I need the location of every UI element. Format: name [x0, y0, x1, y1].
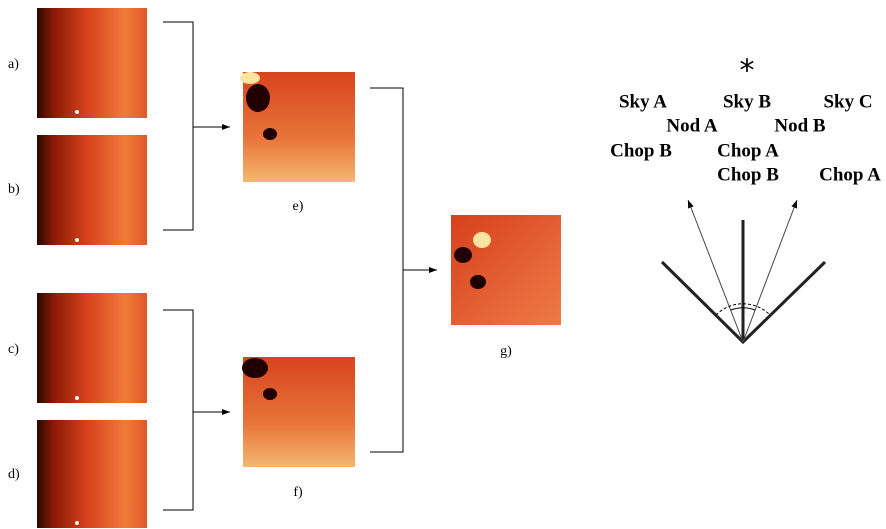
chop-label: Chop B	[610, 140, 672, 161]
dark-blob	[454, 247, 472, 263]
frame-a	[37, 8, 147, 118]
sky-label: Sky C	[823, 91, 872, 112]
body: a) b) c) d) e) f) g) * Sky A Sky B Sky C…	[0, 0, 886, 529]
star-symbol: *	[740, 54, 755, 89]
panel-label: b)	[8, 182, 20, 197]
dark-blob	[263, 388, 277, 400]
chop-label: Chop A	[717, 140, 779, 161]
dark-blob	[246, 84, 270, 112]
panel-label: f)	[293, 485, 303, 500]
star-spot	[75, 521, 79, 525]
panel-label: a)	[8, 57, 19, 72]
star-spot	[75, 396, 79, 400]
dark-blob	[242, 358, 268, 378]
dark-blob	[470, 275, 486, 289]
panel-label: d)	[8, 467, 20, 482]
diagram: a) b) c) d) e) f) g) * Sky A Sky B Sky C…	[0, 0, 886, 529]
bracket	[163, 310, 193, 510]
frame-d	[37, 420, 147, 528]
star-spot	[75, 110, 79, 114]
chop-label: Chop B	[717, 164, 779, 185]
bracket	[370, 88, 403, 452]
star-spot	[75, 238, 79, 242]
chop-beam	[688, 200, 743, 342]
panel-label: g)	[500, 344, 512, 359]
sky-label: Sky B	[723, 91, 771, 112]
dark-blob	[263, 128, 277, 140]
panel-label: e)	[293, 199, 304, 214]
frame-b	[37, 135, 147, 245]
frame-c	[37, 293, 147, 403]
nod-label: Nod B	[774, 115, 826, 136]
sky-label: Sky A	[619, 91, 667, 112]
bright-blob	[473, 232, 491, 248]
chop-beam	[743, 200, 797, 342]
page: Chop and nod observing diagram {"panel_l…	[0, 0, 886, 529]
nod-label: Nod A	[666, 115, 717, 136]
bright-blob	[240, 72, 260, 84]
chop-label: Chop A	[819, 164, 881, 185]
panel-label: c)	[8, 342, 19, 357]
frame-g	[451, 215, 561, 325]
bracket	[163, 22, 193, 230]
